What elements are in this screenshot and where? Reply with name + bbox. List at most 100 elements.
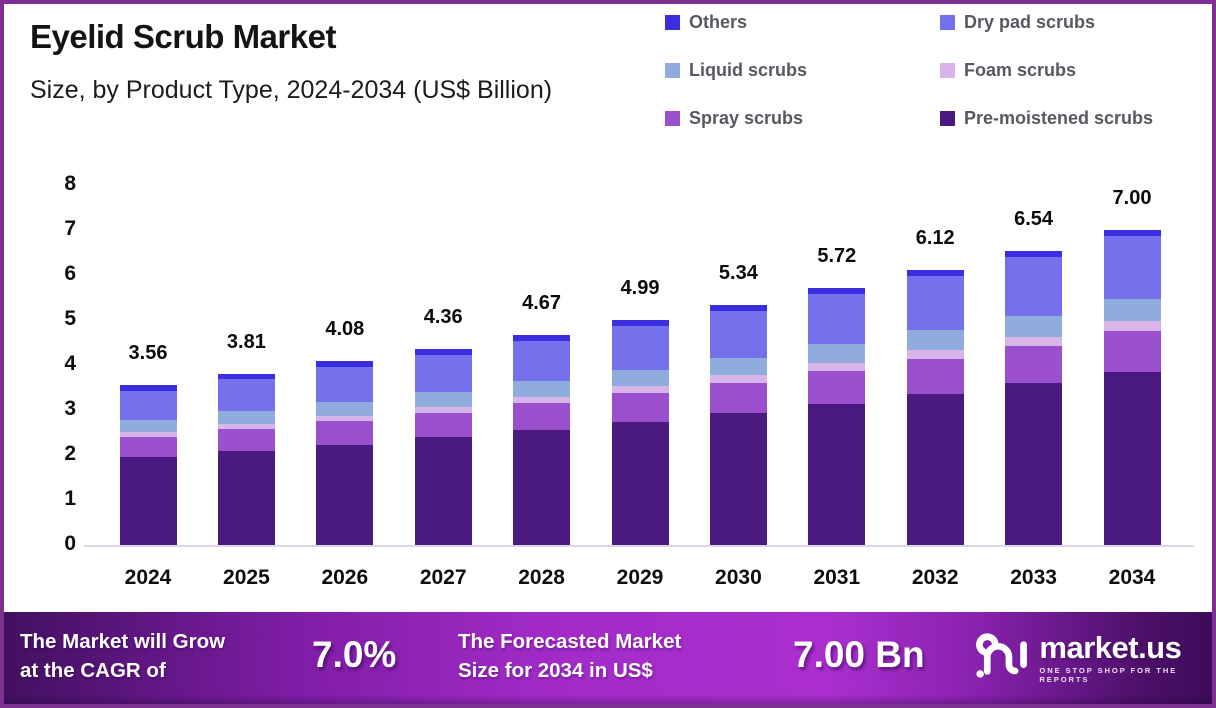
legend-item-dry-pad-scrubs: Dry pad scrubs — [940, 12, 1205, 33]
x-label-2029: 2029 — [616, 566, 664, 589]
bar-2029-segment-spray-scrubs — [611, 392, 669, 422]
bar-2033 — [1005, 250, 1063, 545]
bar-2034-segment-dry-pad-scrubs — [1103, 235, 1161, 299]
bar-2030-segment-foam-scrubs — [709, 375, 767, 383]
bar-2030-segment-spray-scrubs — [709, 382, 767, 414]
bar-2024-segment-others — [119, 384, 177, 391]
y-tick-5: 5 — [64, 307, 76, 330]
x-label-2027: 2027 — [419, 566, 467, 589]
bar-2028 — [513, 334, 571, 545]
bar-2028-segment-spray-scrubs — [513, 403, 571, 430]
x-label-2025: 2025 — [223, 566, 270, 589]
bar-2027-segment-liquid-scrubs — [414, 392, 472, 407]
bar-2024-segment-spray-scrubs — [119, 436, 177, 458]
bar-2031-segment-liquid-scrubs — [808, 344, 866, 364]
logo-spiral — [976, 633, 999, 656]
bar-2028-segment-foam-scrubs — [513, 396, 571, 404]
bar-2029-segment-liquid-scrubs — [611, 369, 669, 387]
bar-2031-segment-spray-scrubs — [808, 370, 866, 404]
x-axis-line — [84, 545, 1194, 547]
x-label-2034: 2034 — [1108, 566, 1156, 589]
y-tick-0: 0 — [64, 532, 76, 555]
bar-2032-segment-liquid-scrubs — [906, 330, 964, 351]
bar-2026 — [316, 361, 374, 545]
bar-2032-segment-others — [906, 269, 964, 277]
legend-item-foam-scrubs: Foam scrubs — [940, 60, 1205, 81]
bar-2028-segment-liquid-scrubs — [513, 381, 571, 397]
cagr-banner: The Market will Grow at the CAGR of 7.0%… — [0, 612, 1216, 708]
y-tick-1: 1 — [64, 487, 76, 510]
bar-2026-segment-pre-moistened-scrubs — [316, 444, 374, 545]
bar-2027-segment-dry-pad-scrubs — [414, 355, 472, 393]
legend-swatch-spray-scrubs — [665, 111, 680, 126]
legend-item-spray-scrubs: Spray scrubs — [665, 108, 940, 129]
bar-2025-segment-liquid-scrubs — [217, 411, 275, 425]
bar-2032-segment-pre-moistened-scrubs — [906, 393, 964, 545]
bar-2024 — [119, 384, 177, 545]
logo-dot — [976, 670, 984, 678]
legend-label-pre-moistened-scrubs: Pre-moistened scrubs — [964, 108, 1154, 128]
bar-2024-segment-dry-pad-scrubs — [119, 390, 177, 421]
bar-2029-segment-pre-moistened-scrubs — [611, 421, 669, 545]
bar-2030-segment-pre-moistened-scrubs — [709, 413, 767, 545]
y-tick-8: 8 — [64, 172, 76, 195]
bar-2025 — [217, 373, 275, 545]
logo-wordmark: market.us — [1039, 630, 1182, 665]
bar-2028-segment-others — [513, 334, 571, 342]
bar-value-2024: 3.56 — [128, 341, 168, 364]
y-tick-4: 4 — [64, 352, 76, 375]
page-subtitle: Size, by Product Type, 2024-2034 (US$ Bi… — [30, 76, 553, 104]
bar-2034-segment-others — [1103, 230, 1161, 236]
bar-2032-segment-foam-scrubs — [906, 350, 964, 359]
bar-2024-segment-liquid-scrubs — [119, 420, 177, 433]
bar-2027-segment-others — [414, 348, 472, 356]
legend-label-others: Others — [689, 12, 748, 32]
bar-2029-segment-foam-scrubs — [611, 386, 669, 393]
bar-2026-segment-foam-scrubs — [316, 415, 374, 422]
legend-label-dry-pad-scrubs: Dry pad scrubs — [964, 12, 1096, 32]
bar-2031 — [808, 287, 866, 545]
bar-2034 — [1103, 230, 1161, 545]
bar-2030-segment-others — [709, 304, 767, 312]
bar-2031-segment-dry-pad-scrubs — [808, 293, 866, 345]
bar-2025-segment-pre-moistened-scrubs — [217, 450, 275, 545]
bar-value-2034: 7.00 — [1112, 187, 1152, 209]
legend-label-spray-scrubs: Spray scrubs — [689, 108, 804, 128]
bar-2025-segment-dry-pad-scrubs — [217, 379, 275, 412]
bar-2029 — [611, 320, 669, 545]
y-tick-7: 7 — [64, 217, 76, 240]
bar-2029-segment-others — [611, 320, 669, 327]
bar-2033-segment-pre-moistened-scrubs — [1005, 383, 1063, 545]
y-tick-3: 3 — [64, 397, 76, 420]
bar-2026-segment-spray-scrubs — [316, 421, 374, 445]
y-tick-2: 2 — [64, 442, 76, 465]
logo-text-block: market.us ONE STOP SHOP FOR THE REPORTS — [1039, 630, 1216, 685]
bar-2030-segment-liquid-scrubs — [709, 357, 767, 376]
bar-2025-segment-others — [217, 373, 275, 380]
bar-2034-segment-foam-scrubs — [1103, 321, 1161, 332]
bar-value-2030: 5.34 — [718, 261, 758, 284]
bar-2027-segment-foam-scrubs — [414, 406, 472, 413]
x-label-2026: 2026 — [321, 566, 369, 589]
bar-2031-segment-others — [808, 287, 866, 294]
bar-2033-segment-dry-pad-scrubs — [1005, 257, 1063, 316]
legend-swatch-liquid-scrubs — [665, 63, 680, 78]
bar-2028-segment-pre-moistened-scrubs — [513, 429, 571, 545]
bar-value-2027: 4.36 — [423, 305, 463, 328]
legend-swatch-others — [665, 15, 680, 30]
legend: Others Dry pad scrubs Liquid scrubs Foam sc… — [665, 12, 1205, 129]
bar-2024-segment-foam-scrubs — [119, 432, 177, 437]
cagr-value: 7.0% — [312, 634, 397, 675]
bar-2027 — [414, 348, 472, 545]
bar-2033-segment-spray-scrubs — [1005, 345, 1063, 384]
bar-2027-segment-pre-moistened-scrubs — [414, 437, 472, 545]
bar-2025-segment-foam-scrubs — [217, 424, 275, 430]
bar-2026-segment-dry-pad-scrubs — [316, 367, 374, 402]
bar-value-2031: 5.72 — [817, 244, 857, 267]
legend-label-liquid-scrubs: Liquid scrubs — [689, 60, 808, 80]
legend-item-others: Others — [665, 12, 940, 33]
forecast-value: 7.00 Bn — [793, 634, 925, 675]
bar-2026-segment-liquid-scrubs — [316, 401, 374, 416]
bar-2033-segment-foam-scrubs — [1005, 336, 1063, 346]
